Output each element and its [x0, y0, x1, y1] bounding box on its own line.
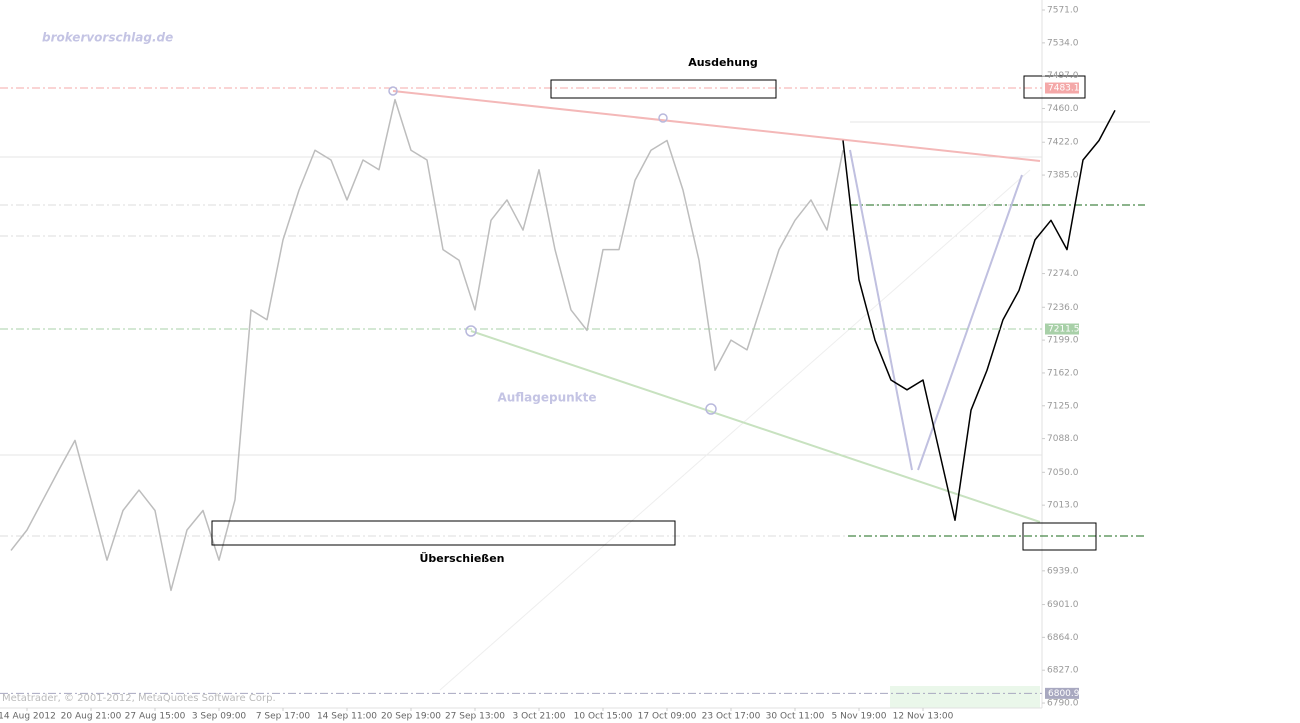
y-tick-label: 7125.0 [1047, 401, 1079, 411]
trend-line [439, 169, 1031, 691]
y-tick-label: 7422.0 [1047, 138, 1079, 148]
y-tick-label: 7497.0 [1047, 71, 1079, 81]
price-label-box [1045, 323, 1079, 335]
y-tick-label: 6939.0 [1047, 566, 1079, 576]
box [550, 79, 777, 99]
x-tick-label: 20 Sep 19:00 [381, 712, 441, 722]
y-tick-label: 7050.0 [1047, 468, 1079, 478]
y-tick-label: 7162.0 [1047, 368, 1079, 378]
x-tick-label: 23 Oct 17:00 [702, 712, 761, 722]
y-tick-label: 7236.0 [1047, 303, 1079, 313]
box [1022, 522, 1097, 551]
footer: Metatrader, © 2001-2012, MetaQuotes Soft… [2, 693, 276, 704]
series-layer [0, 87, 1116, 694]
y-tick-label: 7199.0 [1047, 336, 1079, 346]
price-label: 7483.1 [1048, 84, 1080, 94]
x-tick-label: 20 Aug 21:00 [61, 712, 122, 722]
y-tick-label: 7274.0 [1047, 269, 1079, 279]
annotation: Auflagepunkte [497, 391, 596, 405]
y-tick-label: 7385.0 [1047, 171, 1079, 181]
y-tick-label: 7013.0 [1047, 501, 1079, 511]
price-label-box [1045, 82, 1079, 94]
box [211, 520, 676, 546]
x-tick-label: 14 Sep 11:00 [317, 712, 377, 722]
boxes [211, 75, 1097, 551]
y-tick-label: 6790.0 [1047, 699, 1079, 709]
x-tick-label: 3 Sep 09:00 [192, 712, 247, 722]
y-tick-label: 7534.0 [1047, 38, 1079, 48]
touch-points [388, 86, 717, 415]
y-tick-label: 6864.0 [1047, 633, 1079, 643]
touch-point [388, 86, 398, 96]
price-line [842, 109, 1116, 521]
price-line [10, 98, 844, 592]
x-tick-label: 27 Sep 13:00 [445, 712, 505, 722]
touch-point [465, 325, 477, 337]
x-tick-label: 5 Nov 19:00 [832, 712, 887, 722]
y-tick-label: 6901.0 [1047, 600, 1079, 610]
price-label: 6800.9 [1048, 689, 1080, 699]
y-tick-label: 6827.0 [1047, 666, 1079, 676]
y-tick-label: 7460.0 [1047, 104, 1079, 114]
touch-point [705, 403, 717, 415]
trend-line [392, 90, 1041, 162]
x-tick-label: 3 Oct 21:00 [513, 712, 566, 722]
x-tick-label: 12 Nov 13:00 [893, 712, 954, 722]
x-tick-label: 14 Aug 2012 [0, 712, 56, 722]
watermark: brokervorschlag.de [42, 31, 173, 45]
y-tick-label: 7088.0 [1047, 434, 1079, 444]
touch-point [658, 113, 668, 123]
box [1023, 75, 1086, 99]
x-tick-label: 7 Sep 17:00 [256, 712, 311, 722]
price-label: 7211.5 [1048, 325, 1080, 335]
volume-zone [890, 686, 1040, 708]
wave-line [849, 149, 913, 471]
x-tick-label: 27 Aug 15:00 [125, 712, 186, 722]
wave-line [917, 174, 1023, 471]
trend-line [470, 330, 1041, 523]
x-tick-label: 10 Oct 15:00 [574, 712, 633, 722]
annotation: Ausdehung [688, 56, 758, 69]
annotation: Überschießen [419, 551, 504, 565]
y-tick-label: 7571.0 [1047, 6, 1079, 16]
x-tick-label: 30 Oct 11:00 [766, 712, 825, 722]
x-tick-label: 17 Oct 09:00 [638, 712, 697, 722]
price-label-box [1045, 687, 1079, 699]
